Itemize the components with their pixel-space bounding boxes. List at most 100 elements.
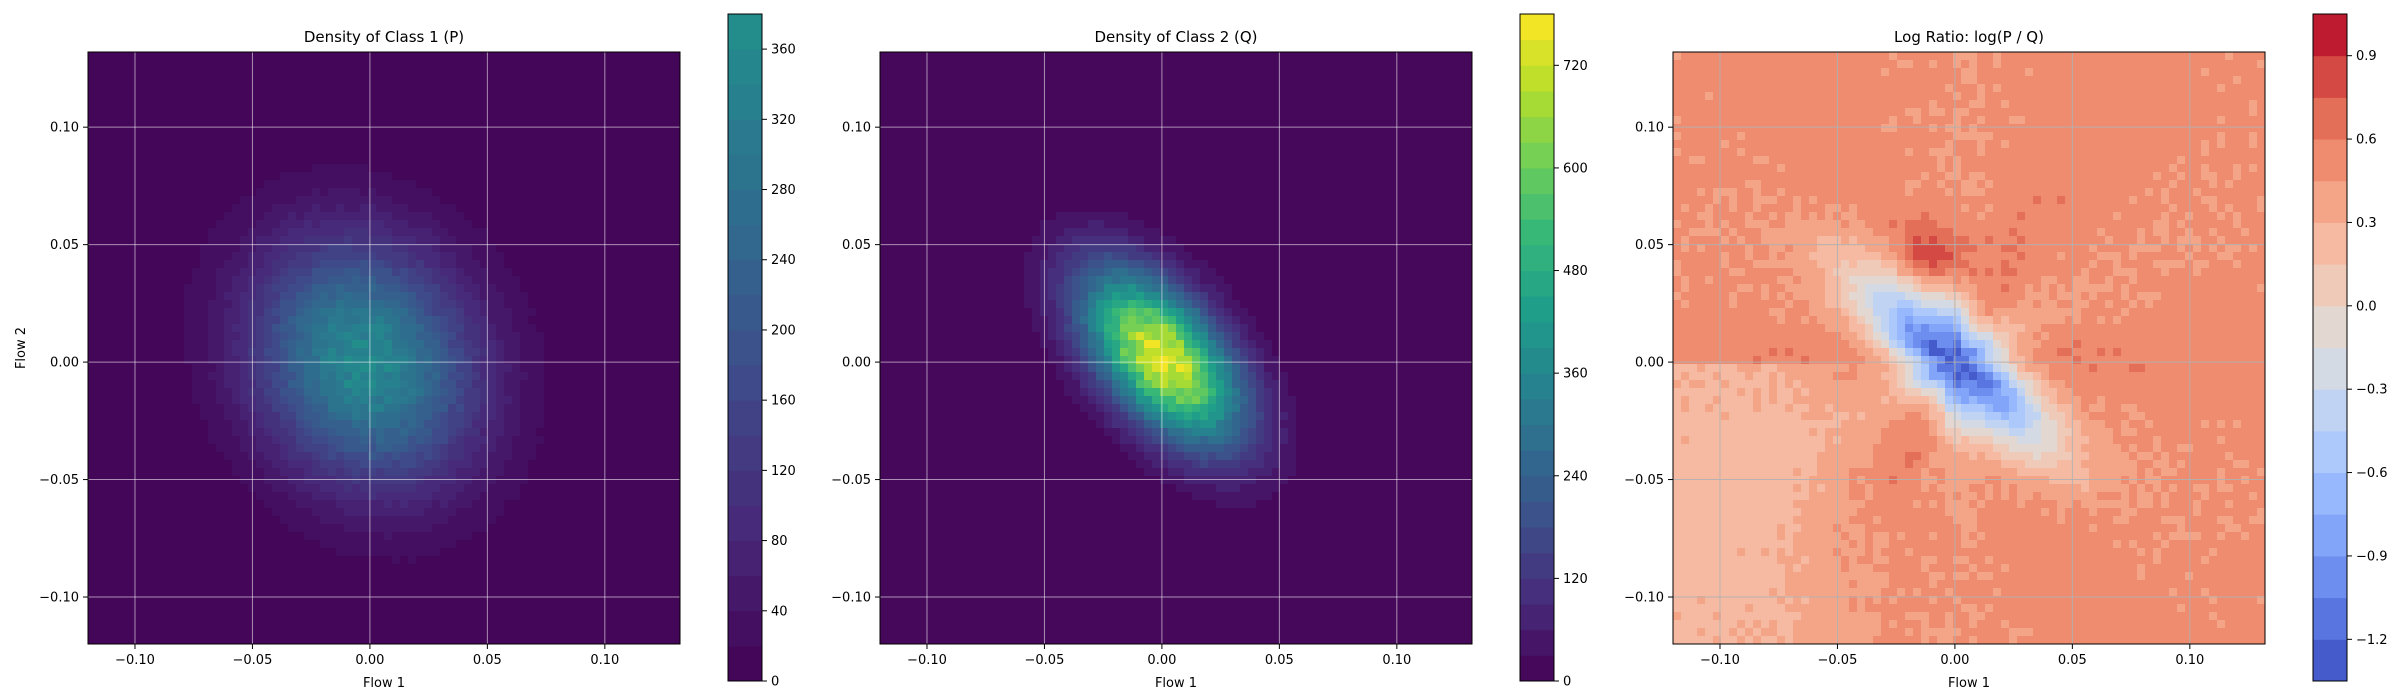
- contour-cell: [520, 524, 529, 533]
- contour-cell: [480, 140, 489, 149]
- contour-cell: [136, 620, 145, 629]
- contour-cell: [520, 252, 529, 261]
- contour-cell: [224, 388, 233, 397]
- contour-cell: [376, 636, 385, 644]
- contour-cell: [296, 292, 305, 301]
- contour-cell: [456, 348, 465, 357]
- contour-cell: [152, 188, 161, 197]
- contour-cell: [320, 316, 329, 325]
- contour-cell: [536, 468, 545, 477]
- contour-cell: [464, 84, 473, 93]
- contour-cell: [320, 468, 329, 477]
- contour-cell: [288, 180, 297, 189]
- contour-cell: [464, 452, 473, 461]
- contour-cell: [120, 316, 129, 325]
- contour-cell: [368, 164, 377, 173]
- contour-cell: [456, 524, 465, 533]
- contour-cell: [552, 508, 561, 517]
- contour-cell: [400, 300, 409, 309]
- contour-cell: [400, 212, 409, 221]
- contour-cell: [552, 596, 561, 605]
- contour-cell: [432, 508, 441, 517]
- contour-cell: [192, 628, 201, 637]
- contour-cell: [616, 196, 625, 205]
- contour-cell: [184, 316, 193, 325]
- contour-cell: [136, 484, 145, 493]
- contour-cell: [184, 108, 193, 117]
- contour-cell: [528, 76, 537, 85]
- contour-cell: [336, 452, 345, 461]
- contour-cell: [344, 468, 353, 477]
- contour-cell: [496, 76, 505, 85]
- contour-cell: [464, 132, 473, 141]
- contour-cell: [480, 92, 489, 101]
- contour-cell: [448, 92, 457, 101]
- contour-cell: [480, 620, 489, 629]
- contour-cell: [144, 412, 153, 421]
- contour-cell: [256, 564, 265, 573]
- contour-cell: [512, 436, 521, 445]
- contour-cell: [512, 508, 521, 517]
- contour-cell: [416, 516, 425, 525]
- contour-cell: [464, 236, 473, 245]
- contour-cell: [536, 140, 545, 149]
- contour-cell: [488, 196, 497, 205]
- contour-cell: [384, 620, 393, 629]
- contour-cell: [336, 396, 345, 405]
- contour-cell: [328, 180, 337, 189]
- contour-cell: [216, 596, 225, 605]
- contour-cell: [136, 84, 145, 93]
- contour-cell: [440, 100, 449, 109]
- contour-cell: [432, 460, 441, 469]
- contour-cell: [192, 276, 201, 285]
- contour-cell: [360, 604, 369, 613]
- contour-cell: [464, 356, 473, 365]
- contour-cell: [112, 412, 121, 421]
- contour-cell: [584, 300, 593, 309]
- contour-cell: [352, 492, 361, 501]
- contour-cell: [360, 452, 369, 461]
- contour-cell: [200, 148, 209, 157]
- contour-cell: [176, 476, 185, 485]
- contour-cell: [304, 524, 313, 533]
- contour-cell: [560, 396, 569, 405]
- contour-cell: [376, 164, 385, 173]
- contour-cell: [568, 500, 577, 509]
- contour-cell: [616, 604, 625, 613]
- contour-cell: [528, 260, 537, 269]
- contour-cell: [432, 396, 441, 405]
- contour-cell: [592, 196, 601, 205]
- contour-cell: [608, 564, 617, 573]
- contour-cell: [312, 524, 321, 533]
- contour-cell: [320, 156, 329, 165]
- contour-cell: [336, 308, 345, 317]
- contour-cell: [608, 476, 617, 485]
- contour-cell: [488, 116, 497, 125]
- contour-cell: [144, 188, 153, 197]
- contour-cell: [544, 268, 553, 277]
- contour-cell: [256, 452, 265, 461]
- contour-cell: [304, 252, 313, 261]
- contour-cell: [528, 508, 537, 517]
- contour-cell: [152, 388, 161, 397]
- contour-cell: [160, 300, 169, 309]
- contour-cell: [416, 140, 425, 149]
- contour-cell: [168, 244, 177, 253]
- contour-cell: [464, 444, 473, 453]
- contour-cell: [568, 580, 577, 589]
- contour-cell: [592, 276, 601, 285]
- contour-cell: [384, 68, 393, 77]
- contour-cell: [360, 412, 369, 421]
- contour-cell: [392, 572, 401, 581]
- contour-cell: [232, 76, 241, 85]
- contour-cell: [480, 596, 489, 605]
- contour-cell: [232, 180, 241, 189]
- contour-cell: [104, 252, 113, 261]
- contour-cell: [480, 252, 489, 261]
- contour-cell: [208, 228, 217, 237]
- contour-cell: [232, 372, 241, 381]
- contour-cell: [568, 228, 577, 237]
- contour-cell: [120, 284, 129, 293]
- contour-cell: [88, 228, 97, 237]
- contour-cell: [440, 188, 449, 197]
